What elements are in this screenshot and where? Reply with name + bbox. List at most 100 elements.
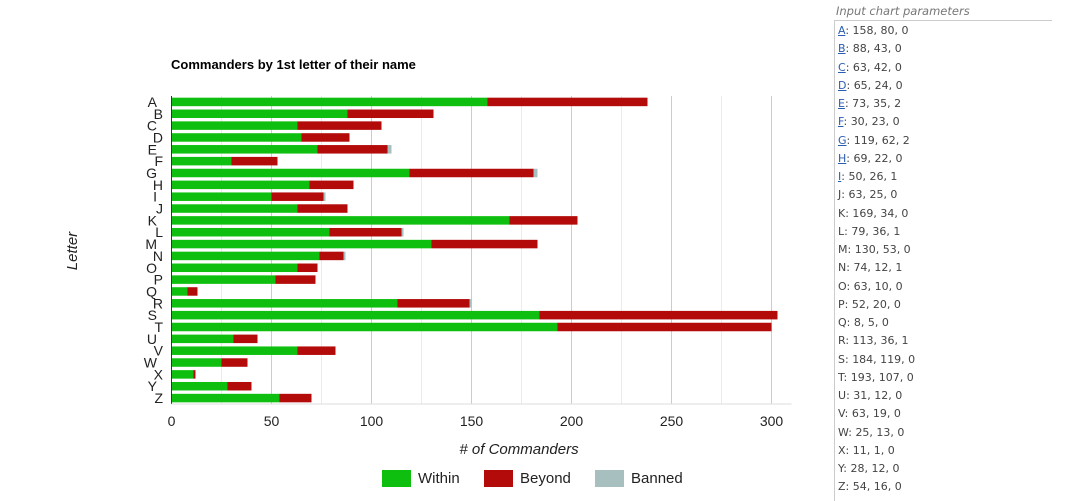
- bar-beyond-s: [539, 310, 778, 320]
- param-letter-j: J: [838, 188, 842, 202]
- param-letter-c[interactable]: C: [838, 60, 846, 74]
- bar-beyond-g: [409, 168, 534, 178]
- param-letter-l: L: [838, 224, 845, 238]
- y-tick-label: I: [153, 189, 157, 205]
- param-letter-y: Y: [838, 462, 844, 475]
- bar-within-f: [171, 156, 232, 166]
- bar-within-z: [171, 393, 280, 403]
- y-axis-title: Letter: [64, 231, 81, 270]
- param-values-f: 30, 23, 0: [850, 115, 900, 129]
- y-tick-label: J: [156, 201, 163, 217]
- param-row-u: U: 31, 12, 0: [838, 387, 902, 405]
- param-separator: :: [845, 334, 853, 348]
- param-letter-i[interactable]: I: [838, 170, 842, 183]
- param-values-d: 65, 24, 0: [853, 78, 903, 92]
- param-row-t: T: 193, 107, 0: [838, 369, 914, 387]
- param-separator: :: [845, 60, 853, 74]
- bar-chart: Commanders by 1st letter of their name 0…: [64, 57, 792, 487]
- param-values-t: 193, 107, 0: [850, 370, 914, 384]
- param-row-q: Q: 8, 5, 0: [838, 314, 889, 332]
- bar-within-a: [171, 97, 488, 107]
- param-values-p: 52, 20, 0: [851, 297, 901, 311]
- x-tick-label: 200: [560, 413, 584, 429]
- param-values-v: 63, 19, 0: [851, 407, 901, 421]
- param-values-s: 184, 119, 0: [852, 352, 916, 366]
- param-row-c: C: 63, 42, 0: [838, 59, 902, 77]
- param-values-r: 113, 36, 1: [852, 334, 909, 348]
- param-letter-v: V: [838, 407, 845, 421]
- bar-within-b: [171, 109, 348, 119]
- bar-within-y: [171, 381, 228, 391]
- bar-within-j: [171, 204, 298, 213]
- param-row-s: S: 184, 119, 0: [838, 351, 915, 369]
- x-tick-labels: 0 50 100 150 200 250 300: [168, 413, 784, 429]
- param-values-y: 28, 12, 0: [850, 462, 900, 475]
- param-letter-f[interactable]: F: [838, 115, 844, 129]
- bar-within-l: [171, 227, 330, 237]
- x-tick-label: 0: [168, 413, 176, 429]
- x-tick-label: 250: [660, 413, 684, 429]
- param-values-h: 69, 22, 0: [853, 151, 903, 165]
- bar-within-s: [171, 310, 540, 320]
- param-letter-q: Q: [838, 316, 847, 329]
- bar-beyond-e: [317, 145, 388, 154]
- bar-beyond-z: [279, 393, 312, 403]
- x-axis-title: # of Commanders: [459, 441, 579, 458]
- bar-beyond-h: [309, 180, 354, 190]
- params-list: A: 158, 80, 0 B: 88, 43, 0 C: 63, 42, 0 D: …: [834, 21, 1055, 501]
- bar-beyond-l: [329, 227, 402, 237]
- param-row-j: J: 63, 25, 0: [838, 186, 897, 204]
- bar-within-t: [171, 322, 558, 332]
- y-tick-label: S: [148, 307, 157, 323]
- param-letter-h[interactable]: H: [838, 151, 847, 165]
- y-tick-label: F: [154, 153, 163, 169]
- bar-beyond-t: [557, 322, 772, 332]
- y-tick-label: H: [153, 177, 163, 193]
- param-letter-g[interactable]: G: [838, 133, 847, 147]
- param-values-j: 63, 25, 0: [848, 188, 898, 202]
- param-separator: :: [845, 42, 853, 56]
- legend-swatch-banned: [595, 470, 624, 487]
- bar-within-r: [171, 299, 398, 308]
- bar-banned-n: [343, 251, 346, 261]
- param-letter-t: T: [838, 370, 844, 384]
- param-separator: :: [844, 97, 853, 110]
- param-separator: :: [841, 188, 849, 202]
- legend-swatch-beyond: [484, 470, 513, 487]
- y-tick-label: R: [153, 295, 163, 311]
- param-letter-d[interactable]: D: [838, 78, 847, 92]
- param-row-o: O: 63, 10, 0: [838, 278, 903, 296]
- bar-beyond-p: [275, 275, 316, 284]
- chart-title: Commanders by 1st letter of their name: [171, 57, 416, 72]
- bar-beyond-a: [487, 97, 648, 107]
- param-separator: :: [848, 425, 856, 439]
- param-row-r: R: 113, 36, 1: [838, 332, 909, 350]
- bar-banned-l: [401, 227, 404, 237]
- param-row-k: K: 169, 34, 0: [838, 205, 908, 223]
- y-tick-label: Y: [148, 378, 158, 394]
- param-row-x: X: 11, 1, 0: [838, 442, 895, 460]
- y-tick-label: P: [154, 272, 163, 288]
- param-values-c: 63, 42, 0: [852, 60, 902, 74]
- param-values-q: 8, 5, 0: [853, 316, 889, 329]
- bar-within-e: [171, 145, 318, 154]
- param-letter-e[interactable]: E: [838, 97, 845, 110]
- bars: [171, 97, 778, 403]
- bar-within-k: [171, 216, 510, 225]
- param-letter-b[interactable]: B: [838, 42, 846, 56]
- bar-within-h: [171, 180, 310, 190]
- param-separator: :: [844, 352, 853, 366]
- y-tick-label: Z: [154, 390, 163, 406]
- bar-banned-i: [323, 192, 326, 201]
- chart-area: Commanders by 1st letter of their name 0…: [64, 57, 792, 487]
- param-row-f: F: 30, 23, 0: [838, 113, 900, 131]
- bar-beyond-o: [297, 263, 318, 273]
- param-separator: :: [846, 133, 854, 147]
- param-letter-a[interactable]: A: [838, 24, 846, 37]
- param-values-x: 11, 1, 0: [852, 443, 895, 457]
- legend-label-banned: Banned: [631, 470, 683, 487]
- bar-beyond-w: [221, 358, 248, 367]
- legend-swatch-within: [382, 470, 411, 487]
- param-row-m: M: 130, 53, 0: [838, 241, 911, 259]
